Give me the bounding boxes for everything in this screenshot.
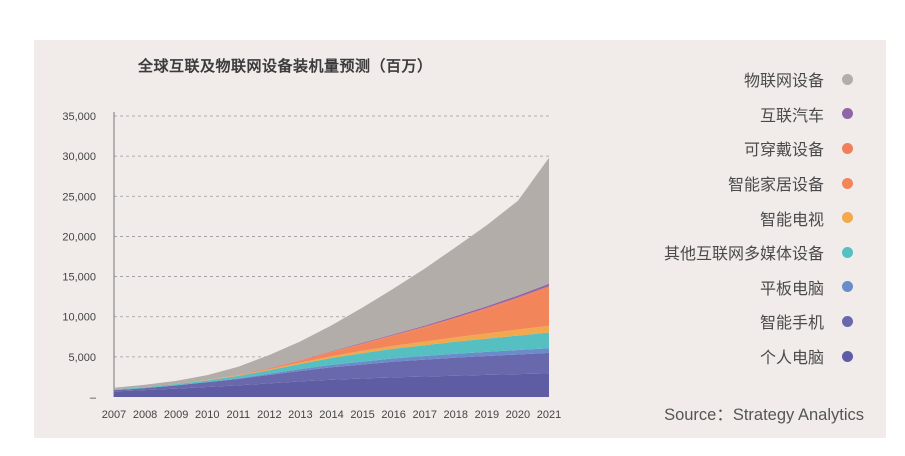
legend-swatch: [842, 212, 853, 224]
legend-swatch: [842, 281, 853, 293]
legend-item: 智能手机: [553, 304, 853, 339]
legend-item: 可穿戴设备: [553, 131, 853, 166]
x-tick-label: 2011: [226, 409, 250, 421]
legend-swatch: [842, 246, 853, 258]
legend-label: 其他互联网多媒体设备: [663, 244, 824, 264]
y-tick-label: –: [90, 392, 97, 404]
legend-label: 平板电脑: [759, 278, 824, 298]
area-series-平板电脑: [114, 348, 549, 391]
legend-item: 智能电视: [553, 200, 853, 235]
x-axis-ticks: 2007 2008 2009 2010 2011 2012 2013 2014 2015 2016…: [102, 409, 561, 421]
legend-swatch: [842, 177, 853, 189]
x-tick-label: 2010: [195, 409, 219, 421]
y-tick-label: 20,000: [62, 231, 96, 243]
area-series-其他互联网多媒体设备: [114, 332, 549, 391]
y-tick-label: 35,000: [62, 111, 96, 123]
legend-item: 物联网设备: [553, 62, 853, 97]
x-tick-label: 2007: [102, 409, 126, 421]
legend-item: 平板电脑: [553, 270, 853, 305]
x-tick-label: 2019: [475, 409, 499, 421]
legend-label: 智能手机: [759, 313, 824, 333]
area-series-智能手机: [114, 352, 549, 392]
legend-label: 智能家居设备: [727, 175, 824, 195]
legend-swatch: [842, 108, 853, 120]
x-tick-label: 2016: [381, 409, 405, 421]
x-tick-label: 2015: [350, 409, 374, 421]
x-tick-label: 2012: [257, 409, 281, 421]
y-tick-label: 5,000: [68, 352, 96, 364]
legend-swatch: [842, 350, 853, 362]
y-axis-ticks: – 5,000 10,000 15,000 20,000 25,000 30,000 35,0…: [62, 111, 97, 404]
x-tick-label: 2020: [506, 409, 530, 421]
legend-label: 互联汽车: [759, 105, 824, 125]
y-tick-label: 10,000: [62, 312, 96, 324]
source-note: Source：Strategy Analytics: [664, 406, 864, 424]
legend-label: 可穿戴设备: [743, 140, 824, 160]
y-tick-label: 15,000: [62, 272, 96, 284]
legend-swatch: [842, 73, 853, 85]
legend-swatch: [842, 315, 853, 327]
y-tick-label: 30,000: [62, 151, 96, 163]
x-tick-label: 2009: [164, 409, 188, 421]
legend-item: 其他互联网多媒体设备: [553, 235, 853, 270]
area-series-物联网设备: [114, 157, 549, 390]
legend: 物联网设备互联汽车可穿戴设备智能家居设备智能电视其他互联网多媒体设备平板电脑智能…: [553, 62, 853, 373]
legend-swatch: [842, 142, 853, 154]
chart-title: 全球互联及物联网设备装机量预测（百万）: [138, 57, 433, 75]
area-series-个人电脑: [114, 373, 549, 397]
legend-item: 个人电脑: [553, 339, 853, 374]
legend-item: 互联汽车: [553, 97, 853, 132]
x-tick-label: 2018: [444, 409, 468, 421]
x-tick-label: 2017: [412, 409, 436, 421]
y-tick-label: 25,000: [62, 191, 96, 203]
legend-label: 物联网设备: [743, 71, 824, 91]
x-tick-label: 2014: [319, 409, 343, 421]
legend-item: 智能家居设备: [553, 166, 853, 201]
legend-label: 智能电视: [759, 209, 824, 229]
stacked-areas: [114, 157, 549, 397]
area-series-智能电视: [114, 325, 549, 390]
x-tick-label: 2008: [133, 409, 157, 421]
legend-label: 个人电脑: [759, 348, 824, 368]
x-tick-label: 2013: [288, 409, 312, 421]
x-tick-label: 2021: [537, 409, 561, 421]
